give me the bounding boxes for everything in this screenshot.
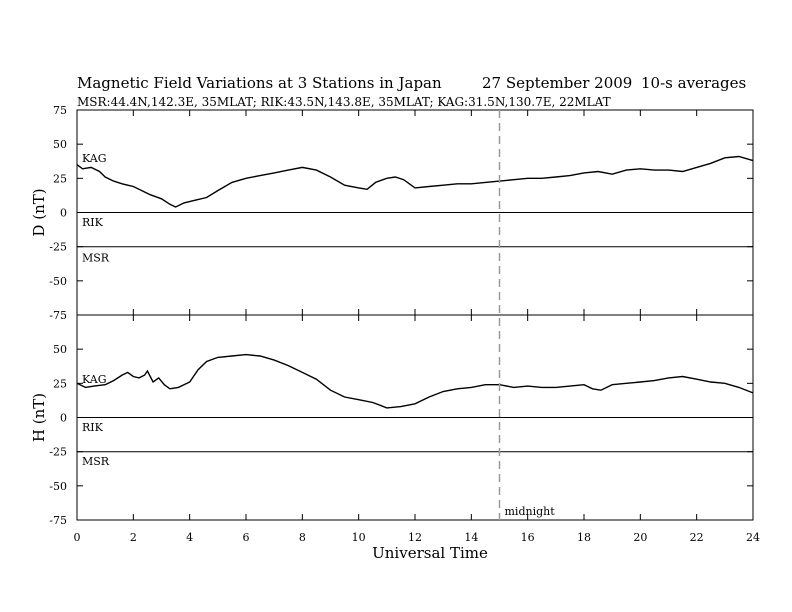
y-tick-label: -75 bbox=[49, 514, 67, 527]
x-axis-label: Universal Time bbox=[372, 544, 488, 562]
y-tick-label: 25 bbox=[53, 377, 67, 390]
panel-H: 50 25 0 -25 -50 -75 H (nT) KAG RIK MSR bbox=[30, 314, 754, 527]
midnight-label: midnight bbox=[505, 505, 556, 518]
x-tick-label: 22 bbox=[690, 531, 704, 544]
y-axis-label: H (nT) bbox=[30, 393, 48, 442]
x-tick-label: 20 bbox=[633, 531, 647, 544]
station-label-msr: MSR bbox=[82, 455, 110, 468]
x-tick-label: 12 bbox=[408, 531, 422, 544]
y-axis-label: D (nT) bbox=[30, 188, 48, 236]
station-label-rik: RIK bbox=[82, 216, 104, 229]
chart-averaging: 10-s averages bbox=[641, 74, 746, 92]
y-tick-label: 50 bbox=[53, 343, 67, 356]
series-line-kag bbox=[76, 155, 754, 208]
y-tick-label: 0 bbox=[60, 207, 67, 220]
x-tick-label: 4 bbox=[186, 531, 193, 544]
x-tick-label: 24 bbox=[746, 531, 760, 544]
y-tick-label: -25 bbox=[49, 446, 67, 459]
y-tick-label: -50 bbox=[49, 275, 67, 288]
station-label-rik: RIK bbox=[82, 421, 104, 434]
station-label-msr: MSR bbox=[82, 252, 110, 265]
chart-date: 27 September 2009 bbox=[482, 74, 632, 92]
y-tick-label: 50 bbox=[53, 138, 67, 151]
x-tick-label: 2 bbox=[130, 531, 137, 544]
panel-D: 75 50 25 0 -25 -50 -75 D (nT) KAG RIK MSR bbox=[30, 104, 754, 322]
chart-title: Magnetic Field Variations at 3 Stations … bbox=[77, 74, 442, 92]
y-tick-label: -75 bbox=[49, 309, 67, 322]
x-tick-label: 8 bbox=[299, 531, 306, 544]
y-tick-label: 75 bbox=[53, 104, 67, 117]
x-axis: 0 2 4 6 8 10 12 14 16 18 20 22 24 bbox=[74, 531, 761, 544]
x-tick-label: 16 bbox=[521, 531, 535, 544]
series-line-kag bbox=[76, 353, 754, 409]
x-tick-label: 6 bbox=[243, 531, 250, 544]
x-tick-label: 10 bbox=[352, 531, 366, 544]
station-label-kag: KAG bbox=[82, 152, 107, 165]
x-tick-label: 14 bbox=[464, 531, 478, 544]
x-tick-label: 0 bbox=[74, 531, 81, 544]
x-tick-label: 18 bbox=[577, 531, 591, 544]
y-tick-label: 0 bbox=[60, 412, 67, 425]
station-label-kag: KAG bbox=[82, 373, 107, 386]
y-tick-label: -50 bbox=[49, 480, 67, 493]
stations-info-line: MSR:44.4N,142.3E, 35MLAT; RIK:43.5N,143.… bbox=[77, 95, 611, 109]
y-tick-label: -25 bbox=[49, 241, 67, 254]
y-tick-label: 25 bbox=[53, 172, 67, 185]
